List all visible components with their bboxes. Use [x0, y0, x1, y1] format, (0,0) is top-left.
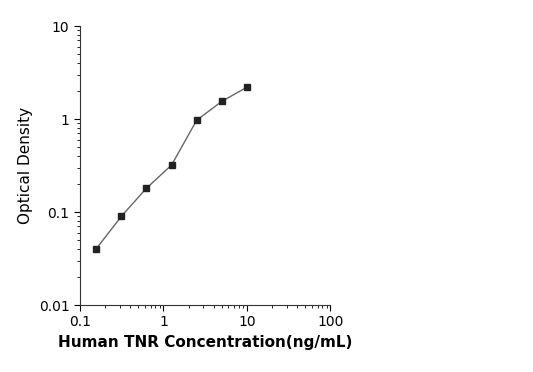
Y-axis label: Optical Density: Optical Density [18, 107, 33, 224]
X-axis label: Human TNR Concentration(ng/mL): Human TNR Concentration(ng/mL) [58, 335, 352, 350]
